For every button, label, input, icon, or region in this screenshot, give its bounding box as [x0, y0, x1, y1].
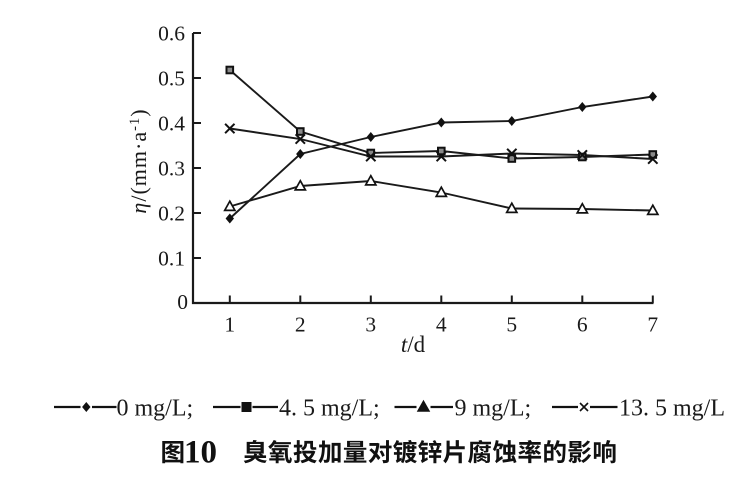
- svg-text:2: 2: [295, 313, 306, 337]
- svg-text:0.6: 0.6: [158, 22, 185, 46]
- svg-text:0.4: 0.4: [158, 112, 185, 136]
- svg-text:3: 3: [365, 313, 376, 337]
- svg-text:t/d: t/d: [401, 332, 426, 357]
- svg-text:7: 7: [647, 313, 658, 337]
- svg-text:10: 10: [184, 435, 217, 471]
- svg-text:0: 0: [177, 290, 188, 314]
- svg-text:4. 5 mg/L;: 4. 5 mg/L;: [279, 396, 380, 422]
- svg-text:0.2: 0.2: [158, 202, 185, 226]
- svg-text:1: 1: [224, 313, 235, 337]
- svg-text:5: 5: [506, 313, 517, 337]
- svg-text:0.5: 0.5: [158, 67, 185, 91]
- svg-text:0.3: 0.3: [158, 157, 185, 181]
- svg-text:0 mg/L;: 0 mg/L;: [117, 396, 194, 422]
- svg-text:4: 4: [436, 313, 447, 337]
- svg-text:6: 6: [577, 313, 588, 337]
- svg-text:0.1: 0.1: [158, 247, 185, 271]
- svg-text:13. 5 mg/L: 13. 5 mg/L: [619, 396, 725, 422]
- svg-text:9 mg/L;: 9 mg/L;: [455, 396, 532, 422]
